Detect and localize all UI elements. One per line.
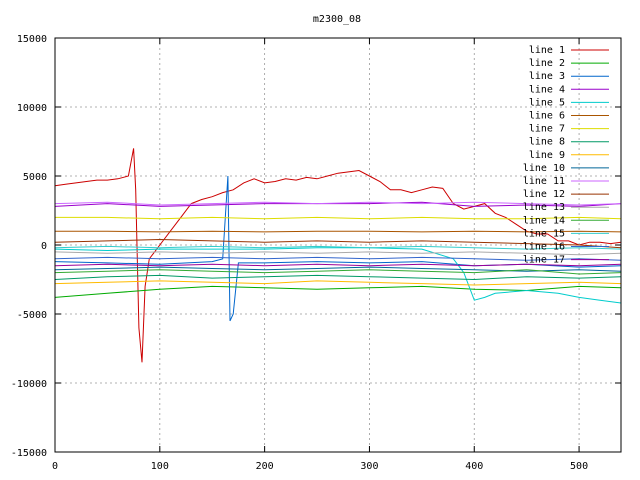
y-tick-label: 0	[41, 241, 47, 252]
legend-label: line 5	[529, 97, 565, 108]
legend-label: line 9	[529, 150, 565, 161]
chart-title: m2300_08	[313, 14, 361, 25]
legend-label: line 13	[523, 202, 565, 213]
legend-label: line 11	[523, 176, 565, 187]
series-line-16	[54, 256, 622, 261]
legend-entry-12: line 12	[523, 189, 609, 200]
legend-label: line 1	[529, 45, 565, 56]
x-tick-label: 100	[151, 461, 169, 472]
legend-label: line 7	[529, 124, 565, 135]
legend-label: line 10	[523, 163, 565, 174]
series-line-8	[54, 274, 622, 281]
legend-entry-16: line 16	[523, 242, 609, 253]
legend-label: line 6	[529, 111, 565, 122]
x-tick-label: 400	[465, 461, 483, 472]
legend-label: line 14	[523, 215, 565, 226]
x-tick-label: 500	[570, 461, 588, 472]
legend-entry-8: line 8	[529, 137, 609, 148]
series-line-12	[54, 238, 622, 249]
x-tick-label: 300	[360, 461, 378, 472]
legend-entry-6: line 6	[529, 111, 609, 122]
series-line-2	[54, 285, 622, 298]
legend-entry-17: line 17	[523, 255, 609, 266]
legend-entry-3: line 3	[529, 71, 609, 82]
legend-entry-2: line 2	[529, 58, 609, 69]
y-tick-label: 5000	[23, 172, 47, 183]
legend-entry-9: line 9	[529, 150, 609, 161]
legend-entry-14: line 14	[523, 215, 609, 226]
legend: line 1 line 2 line 3 line 4 line 5 line 6 line…	[523, 45, 609, 266]
series-line-14	[54, 269, 622, 275]
legend-entry-13: line 13	[523, 202, 609, 213]
legend-label: line 4	[529, 84, 565, 95]
y-tick-label: -15000	[11, 448, 47, 459]
series-line-4	[54, 201, 622, 207]
series-line-6	[55, 230, 622, 233]
series-line-7	[55, 216, 622, 220]
axes: 0 100 200 300 400 500 -15000 -10000 -5000 0 5000 10…	[11, 34, 621, 472]
legend-entry-4: line 4	[529, 84, 609, 95]
legend-label: line 15	[523, 228, 565, 239]
legend-label: line 2	[529, 58, 565, 69]
y-tick-label: -5000	[17, 310, 47, 321]
series-line-11	[54, 201, 622, 206]
legend-label: line 17	[523, 255, 565, 266]
legend-entry-11: line 11	[523, 176, 609, 187]
legend-entry-7: line 7	[529, 124, 609, 135]
legend-entry-5: line 5	[529, 97, 609, 108]
y-tick-label: 15000	[17, 34, 47, 45]
legend-entry-15: line 15	[523, 228, 609, 239]
grid-lines	[55, 38, 621, 452]
series-layer	[54, 148, 622, 363]
x-tick-label: 200	[256, 461, 274, 472]
legend-label: line 16	[523, 242, 565, 253]
series-line-9	[54, 280, 622, 286]
series-line-1	[54, 148, 622, 363]
x-tick-label: 0	[52, 461, 58, 472]
legend-entry-10: line 10	[523, 163, 609, 174]
series-line-13	[54, 251, 622, 256]
series-line-17	[54, 263, 622, 267]
legend-label: line 3	[529, 71, 565, 82]
legend-label: line 12	[523, 189, 565, 200]
legend-entry-1: line 1	[529, 45, 609, 56]
series-line-15	[54, 245, 622, 250]
y-tick-label: 10000	[17, 103, 47, 114]
y-tick-label: -10000	[11, 379, 47, 390]
legend-label: line 8	[529, 137, 565, 148]
